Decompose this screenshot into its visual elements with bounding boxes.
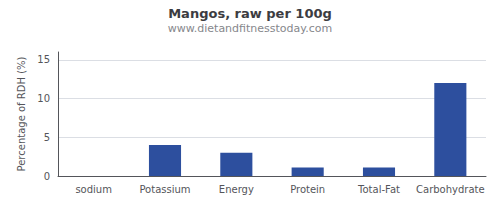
svg-text:www.dietandfitnesstoday.com: www.dietandfitnesstoday.com	[168, 22, 332, 35]
svg-text:sodium: sodium	[75, 184, 112, 195]
svg-text:15: 15	[37, 54, 50, 65]
svg-text:Carbohydrate: Carbohydrate	[416, 184, 485, 195]
svg-text:Total-Fat: Total-Fat	[357, 184, 400, 195]
svg-text:Potassium: Potassium	[139, 184, 190, 195]
svg-text:Protein: Protein	[290, 184, 325, 195]
svg-text:Energy: Energy	[219, 184, 254, 195]
svg-text:Percentage of RDH (%): Percentage of RDH (%)	[16, 56, 27, 171]
svg-text:10: 10	[37, 93, 50, 104]
svg-text:5: 5	[44, 132, 50, 143]
svg-text:0: 0	[44, 171, 50, 182]
svg-text:Mangos, raw per 100g: Mangos, raw per 100g	[168, 6, 332, 21]
